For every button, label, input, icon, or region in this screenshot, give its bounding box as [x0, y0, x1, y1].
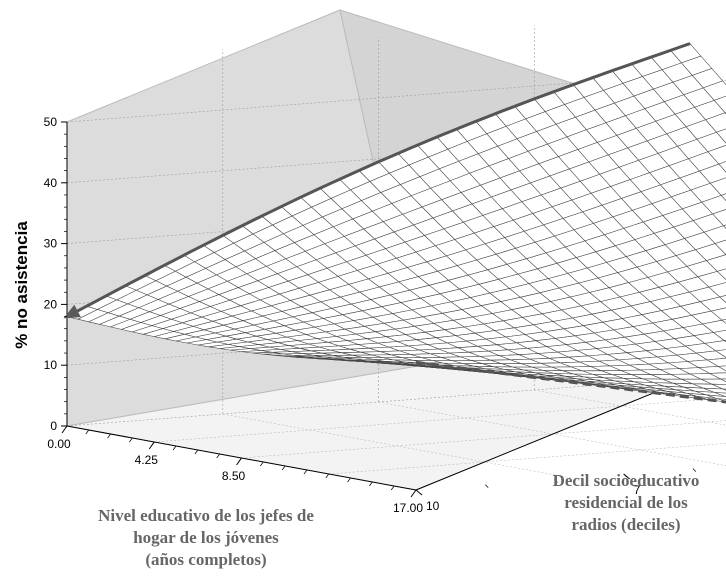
x-minor-tick	[390, 485, 395, 491]
surface-cell	[719, 295, 726, 304]
x-minor-tick	[281, 465, 286, 471]
x-axis-title-line-1: Nivel educativo de los jefes de	[98, 506, 314, 525]
x-tick-label: 4.25	[135, 453, 159, 467]
x-minor-tick	[129, 437, 133, 443]
y-tick-label: 10	[44, 358, 58, 372]
y-axis-title: % no asistencia	[12, 221, 31, 349]
z-tick-label: 7	[634, 483, 641, 497]
x-minor-tick	[172, 445, 177, 451]
x-minor-tick	[216, 453, 220, 459]
y-tick-label: 40	[44, 176, 58, 190]
x-tick	[410, 489, 417, 498]
x-axis-title-line-3: (años completos)	[145, 550, 266, 569]
x-tick-label: 0.00	[47, 437, 71, 451]
x-minor-tick	[369, 481, 373, 487]
floor-gridline	[328, 443, 726, 475]
z-axis-line	[415, 377, 691, 491]
y-tick-label: 50	[44, 115, 58, 129]
z-tick-label: 10	[426, 499, 440, 513]
x-minor-tick	[85, 429, 90, 435]
y-tick-label: 0	[50, 419, 57, 433]
x-tick	[61, 425, 68, 434]
edge-arrow-left	[63, 304, 81, 319]
y-tick-label: 30	[44, 237, 58, 251]
surface-mesh	[63, 42, 726, 404]
x-minor-tick	[325, 473, 330, 479]
x-minor-tick	[150, 441, 155, 447]
x-tick-label: 17.00	[393, 501, 423, 515]
surface-edge-left	[66, 42, 691, 318]
z-axis-title-line-3: radios (deciles)	[571, 515, 680, 534]
floor-gridline	[534, 389, 726, 426]
x-minor-tick	[107, 433, 111, 439]
x-minor-tick	[194, 449, 199, 455]
x-minor-tick	[238, 457, 242, 463]
y-tick-label: 20	[44, 297, 58, 311]
surface-edge-front	[415, 360, 726, 404]
x-minor-tick	[303, 469, 308, 475]
surface-cell	[720, 193, 726, 202]
z-axis-title-line-2: residencial de los	[564, 493, 688, 512]
x-minor-tick	[347, 477, 351, 483]
z-minor-tick	[554, 479, 558, 483]
x-axis-title-line-2: hogar de los jóvenes	[133, 528, 279, 547]
surface-cell	[718, 161, 726, 173]
z-axis-title-line-1: Decil socioeducativo	[553, 471, 700, 490]
z-tick	[415, 489, 423, 496]
z-minor-tick	[692, 468, 697, 472]
x-minor-tick	[260, 461, 264, 467]
z-minor-tick	[484, 484, 489, 488]
z-minor-tick	[623, 473, 627, 478]
x-tick-label: 8.50	[222, 469, 246, 483]
